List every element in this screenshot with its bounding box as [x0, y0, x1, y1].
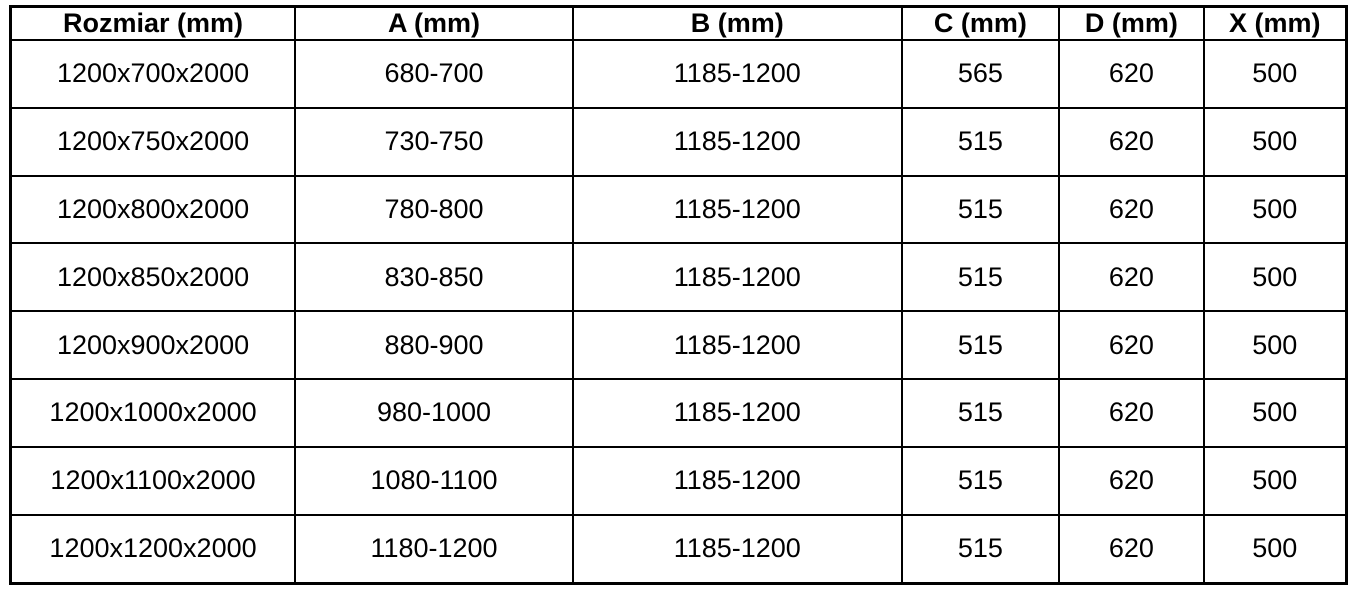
table-cell: 1185-1200 [571, 174, 903, 245]
table-cell: 1080-1100 [294, 445, 574, 516]
table-cell: 500 [1202, 310, 1348, 380]
table-cell: 1200x1000x2000 [9, 377, 297, 448]
table-cell: 1200x1100x2000 [9, 445, 297, 516]
size-table-container: Rozmiar (mm) A (mm) B (mm) C (mm) D (mm) X (m… [9, 5, 1348, 585]
table-cell: 1185-1200 [571, 445, 903, 516]
table-row: 1200x700x2000 680-700 1185-1200 565 620 500 [9, 39, 1348, 109]
column-header: B (mm) [571, 5, 903, 41]
table-cell: 620 [1058, 242, 1205, 313]
column-header: D (mm) [1058, 5, 1205, 41]
table-cell: 1200x900x2000 [9, 310, 297, 380]
table-cell: 1185-1200 [571, 377, 903, 448]
table-cell: 565 [900, 39, 1061, 109]
table-cell: 620 [1058, 39, 1205, 109]
table-cell: 1185-1200 [571, 310, 903, 380]
table-cell: 780-800 [294, 174, 574, 245]
column-header: C (mm) [900, 5, 1061, 41]
table-cell: 515 [900, 174, 1061, 245]
table-cell: 515 [900, 310, 1061, 380]
column-header: Rozmiar (mm) [9, 5, 297, 41]
column-header: A (mm) [294, 5, 574, 41]
table-row: 1200x750x2000 730-750 1185-1200 515 620 500 [9, 106, 1348, 177]
table-cell: 830-850 [294, 242, 574, 313]
table-cell: 1200x800x2000 [9, 174, 297, 245]
table-cell: 500 [1202, 106, 1348, 177]
table-row: 1200x1100x2000 1080-1100 1185-1200 515 620 50… [9, 445, 1348, 516]
table-cell: 1200x850x2000 [9, 242, 297, 313]
table-cell: 730-750 [294, 106, 574, 177]
table-header-row: Rozmiar (mm) A (mm) B (mm) C (mm) D (mm) X (m… [9, 5, 1348, 41]
table-cell: 1200x700x2000 [9, 39, 297, 109]
table-cell: 1185-1200 [571, 513, 903, 585]
table-cell: 515 [900, 445, 1061, 516]
table-cell: 620 [1058, 174, 1205, 245]
table-row: 1200x900x2000 880-900 1185-1200 515 620 500 [9, 310, 1348, 380]
table-cell: 500 [1202, 39, 1348, 109]
table-cell: 500 [1202, 174, 1348, 245]
table-cell: 620 [1058, 445, 1205, 516]
table-cell: 500 [1202, 377, 1348, 448]
table-cell: 880-900 [294, 310, 574, 380]
table-cell: 1185-1200 [571, 242, 903, 313]
table-cell: 620 [1058, 106, 1205, 177]
table-cell: 1200x750x2000 [9, 106, 297, 177]
table-cell: 980-1000 [294, 377, 574, 448]
size-specification-table: Rozmiar (mm) A (mm) B (mm) C (mm) D (mm) X (m… [9, 5, 1348, 585]
table-cell: 680-700 [294, 39, 574, 109]
table-cell: 515 [900, 513, 1061, 585]
table-cell: 1200x1200x2000 [9, 513, 297, 585]
table-row: 1200x800x2000 780-800 1185-1200 515 620 500 [9, 174, 1348, 245]
table-cell: 500 [1202, 242, 1348, 313]
table-cell: 620 [1058, 513, 1205, 585]
column-header: X (mm) [1202, 5, 1348, 41]
table-cell: 1180-1200 [294, 513, 574, 585]
table-row: 1200x850x2000 830-850 1185-1200 515 620 500 [9, 242, 1348, 313]
table-cell: 1185-1200 [571, 39, 903, 109]
table-cell: 515 [900, 377, 1061, 448]
table-cell: 500 [1202, 445, 1348, 516]
table-cell: 620 [1058, 377, 1205, 448]
table-cell: 620 [1058, 310, 1205, 380]
table-cell: 515 [900, 242, 1061, 313]
table-cell: 500 [1202, 513, 1348, 585]
table-cell: 515 [900, 106, 1061, 177]
table-cell: 1185-1200 [571, 106, 903, 177]
table-row: 1200x1000x2000 980-1000 1185-1200 515 620 500 [9, 377, 1348, 448]
table-row: 1200x1200x2000 1180-1200 1185-1200 515 620 50… [9, 513, 1348, 585]
